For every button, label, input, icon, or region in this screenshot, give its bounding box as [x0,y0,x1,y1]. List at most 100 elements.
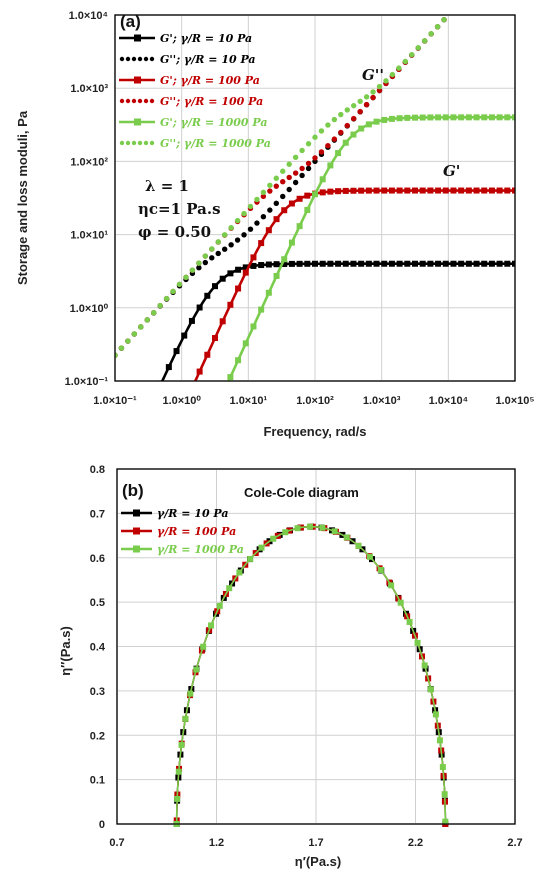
storage-modulus-marker [220,391,226,397]
storage-modulus-marker [350,260,357,267]
loss-modulus-point [312,155,318,161]
storage-modulus-marker [273,261,280,268]
cole-cole-marker [319,524,326,531]
storage-modulus-marker [296,195,303,202]
loss-modulus-point [376,87,383,94]
storage-modulus-marker [227,301,234,308]
legend-swatch-dot [131,98,137,104]
loss-modulus-point [318,149,325,155]
legend-item-a: G'; γ/R = 1000 Pa [119,116,268,129]
storage-modulus-marker [250,262,257,269]
storage-modulus-marker [196,368,203,375]
legend-item-a: G''; γ/R = 1000 Pa [119,137,271,150]
chart-title-b: Cole-Cole diagram [244,485,359,500]
legend-swatch-marker [134,118,141,126]
x-tick-label: 2.2 [408,837,423,849]
storage-modulus-marker [197,442,203,448]
storage-modulus-marker [304,206,311,213]
legend-swatch-dot [131,56,137,62]
legend-swatch-dot [143,140,149,146]
legend-swatch-dot [125,56,131,62]
x-tick-label: 1.0×10⁵ [495,395,534,407]
loss-modulus-point [196,265,202,271]
storage-modulus-marker [419,187,426,194]
legend-swatch-dot [119,98,125,104]
storage-modulus-marker [166,436,172,442]
legend-b: γ/R = 10 Pa γ/R = 100 Pa γ/R = 1000 Pa [121,507,244,556]
storage-modulus-marker [258,306,265,313]
storage-modulus-marker [204,292,211,299]
x-tick-label: 1.0×10³ [363,395,401,407]
x-tick-label: 1.7 [308,837,323,849]
loss-modulus-point [241,232,247,238]
cole-cole-marker [294,525,301,532]
storage-modulus-marker [288,260,295,267]
x-tick-label: 1.0×10⁻¹ [93,395,137,407]
legend-a: G'; γ/R = 10 Pa G''; γ/R = 10 Pa G'; γ/R =… [119,32,271,150]
loss-modulus-point [254,220,260,226]
loss-modulus-point [461,0,466,1]
series-group-a [115,0,515,448]
storage-modulus-marker [481,187,488,194]
storage-modulus-marker [504,114,511,121]
x-axis-title-b: η′(Pa.s) [295,854,341,869]
x-tick-label: 1.0×10⁰ [162,395,201,407]
legend-swatch-dot [125,140,131,146]
storage-modulus-marker [296,260,303,267]
storage-modulus-marker [219,275,226,282]
storage-modulus-marker [296,223,303,230]
storage-modulus-marker [388,115,395,122]
cole-cole-marker [441,791,448,798]
cole-cole-marker [216,602,223,609]
storage-modulus-marker [412,187,418,194]
param-phi: φ = 0.50 [138,223,211,241]
legend-label-a: G'; γ/R = 10 Pa [160,32,252,45]
storage-modulus-marker [358,260,365,267]
cole-cole-marker [442,818,449,825]
legend-swatch-dot [143,56,149,62]
storage-modulus-marker [242,340,249,347]
storage-modulus-marker [135,431,141,437]
storage-modulus-marker [258,262,265,269]
cole-cole-marker [436,737,443,744]
cole-cole-marker [421,662,428,669]
cole-cole-marker [270,535,277,542]
storage-modulus-marker [512,114,515,121]
loss-modulus-point [344,122,350,129]
annotation-g-prime: G' [443,162,460,180]
legend-swatch-dot [137,140,143,146]
storage-modulus-marker [212,334,218,341]
loss-modulus-point [260,214,267,220]
storage-modulus-marker [365,260,372,267]
storage-modulus-marker [312,191,318,198]
legend-swatch-dot [143,98,149,104]
loss-modulus-point [183,274,189,280]
loss-modulus-point [376,83,383,90]
storage-modulus-marker [273,216,280,223]
storage-modulus-marker [504,187,511,194]
panel-a: 1.0×10⁻¹ 1.0×10⁰ 1.0×10¹ 1.0×10² 1.0×10³ 1.0×… [15,0,535,448]
legend-swatch-marker [133,545,140,553]
storage-modulus-marker [358,187,365,194]
loss-modulus-point [305,160,312,167]
loss-modulus-point [299,165,305,172]
x-tick-label: 1.0×10² [296,395,334,407]
storage-modulus-marker [319,176,326,183]
legend-label-a: G'; γ/R = 1000 Pa [160,116,268,129]
storage-modulus-marker [227,374,234,381]
cole-cole-marker [187,690,194,697]
x-ticks-b: 0.7 1.2 1.7 2.2 2.7 [109,837,522,849]
storage-modulus-marker [388,187,395,194]
loss-modulus-point [461,0,466,1]
storage-modulus-marker [265,261,272,268]
storage-modulus-marker [212,283,218,290]
storage-modulus-marker [396,260,403,267]
storage-modulus-marker [227,270,234,277]
storage-modulus-marker [458,260,465,267]
loss-modulus-point [428,31,434,37]
loss-modulus-point [202,259,209,266]
storage-modulus-marker [235,266,242,273]
cole-cole-marker [377,566,384,573]
legend-item-a: G'; γ/R = 10 Pa [119,32,252,45]
